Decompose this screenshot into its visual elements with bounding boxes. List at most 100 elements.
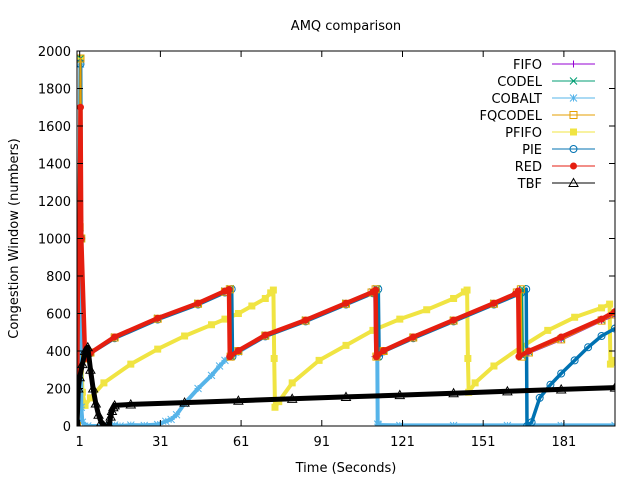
data-point-red (557, 333, 565, 341)
data-point-pfifo (598, 304, 606, 312)
data-point-pfifo (571, 313, 579, 321)
y-tick-label: 800 (46, 270, 71, 285)
data-point-tbf (179, 397, 190, 407)
legend-label: CODEL (497, 75, 543, 90)
data-point-cobalt (77, 403, 86, 412)
legend-marker (569, 94, 578, 102)
data-point-pfifo (606, 300, 614, 308)
data-point-tbf (85, 364, 96, 374)
data-point-pie (597, 332, 606, 340)
data-point-pfifo (471, 379, 479, 387)
data-point-tbf (609, 382, 615, 392)
plot-area (76, 50, 616, 427)
data-point-pfifo (234, 310, 242, 317)
x-tick-label: 31 (152, 435, 169, 450)
y-tick-label: 2000 (38, 45, 71, 60)
legend: FIFO CODEL COBALT FQCODEL PFIFO PIE RED TBF (480, 58, 595, 192)
data-point-cobalt (161, 417, 170, 426)
plot-frame (76, 50, 616, 427)
x-axis-label: Time (Seconds) (295, 461, 397, 476)
data-point-pfifo (464, 355, 472, 362)
data-point-tbf (82, 341, 94, 352)
data-point-tbf (77, 358, 88, 369)
data-point-cobalt (215, 362, 224, 370)
y-tick-label: 1000 (38, 233, 71, 248)
data-point-red (194, 299, 202, 307)
legend-marker (569, 77, 578, 85)
x-tick-label: 151 (471, 435, 496, 450)
data-point-tbf (93, 409, 104, 419)
data-point-cobalt (126, 421, 135, 426)
data-point-tbf (555, 383, 567, 394)
data-point-tbf (286, 393, 298, 403)
legend-item-tbf: TBF (517, 177, 595, 192)
data-point-cobalt (78, 418, 87, 426)
x-tick-label: 121 (390, 435, 415, 450)
data-point-pfifo (261, 295, 269, 302)
x-axis: 1 31 61 91 121 151 181 (76, 51, 576, 450)
legend-marker (569, 145, 578, 153)
data-point-tbf (233, 395, 244, 405)
legend-label: FQCODEL (480, 109, 543, 124)
legend-marker (570, 128, 577, 136)
data-point-pie (557, 369, 566, 378)
data-point-pfifo (315, 356, 323, 364)
data-point-pie (523, 422, 532, 426)
data-point-red (226, 353, 234, 361)
data-point-cobalt (395, 421, 404, 426)
y-tick-label: 0 (63, 420, 71, 435)
data-point-tbf (448, 387, 459, 398)
data-point-pfifo (342, 341, 350, 349)
data-point-tbf (394, 389, 406, 400)
data-point-tbf (125, 398, 137, 409)
y-tick-label: 400 (46, 345, 71, 360)
data-point-red (77, 220, 84, 227)
y-tick-label: 1200 (38, 195, 71, 210)
data-point-red (225, 286, 233, 293)
data-point-fqcodel (77, 54, 85, 63)
legend-label: PFIFO (505, 126, 542, 141)
data-point-red (111, 333, 119, 341)
legend-marker (568, 177, 579, 187)
data-point-pfifo (208, 321, 215, 329)
y-tick-label: 600 (46, 308, 71, 323)
legend-item-cobalt: COBALT (491, 92, 595, 107)
data-point-pfifo (450, 295, 458, 302)
data-point-tbf (502, 385, 513, 396)
data-point-red (261, 331, 269, 339)
data-point-cobalt (374, 421, 383, 426)
data-point-tbf (109, 399, 121, 410)
chart-title: AMQ comparison (291, 19, 401, 34)
data-point-pfifo (86, 394, 94, 402)
x-tick-label: 1 (76, 435, 84, 450)
legend-marker (570, 162, 577, 170)
legend-marker (570, 60, 577, 68)
legend-label: TBF (517, 177, 542, 192)
x-tick-label: 181 (551, 435, 576, 450)
data-point-pfifo (544, 326, 552, 334)
data-point-cobalt (167, 415, 176, 424)
data-point-pfifo (611, 356, 615, 364)
data-point-cobalt (153, 420, 162, 426)
data-point-red (372, 353, 380, 361)
data-point-pfifo (423, 306, 431, 314)
data-point-pfifo (181, 332, 189, 340)
y-tick-label: 1400 (38, 158, 71, 173)
data-point-cobalt (172, 410, 181, 419)
legend-marker (569, 111, 578, 119)
data-point-tbf (105, 419, 113, 426)
x-tick-label: 61 (233, 435, 250, 450)
y-axis-label: Congestion Window (numbers) (7, 138, 22, 338)
data-point-cobalt (557, 421, 566, 426)
legend-item-fqcodel: FQCODEL (480, 109, 595, 124)
legend-label: RED (515, 160, 542, 175)
data-point-red (380, 347, 388, 355)
legend-item-fifo: FIFO (513, 58, 595, 73)
data-point-red (154, 314, 162, 322)
data-point-pfifo (490, 362, 498, 370)
y-axis: 0 200 400 600 800 1000 1200 1400 1600 1800 2000 (38, 45, 615, 435)
data-point-red (514, 287, 522, 295)
data-point-cobalt (140, 421, 149, 426)
data-point-pie (611, 324, 615, 333)
